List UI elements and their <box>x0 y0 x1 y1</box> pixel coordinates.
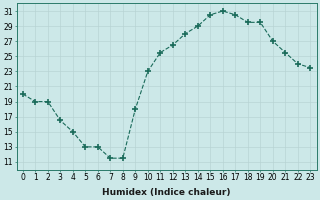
X-axis label: Humidex (Indice chaleur): Humidex (Indice chaleur) <box>102 188 231 197</box>
